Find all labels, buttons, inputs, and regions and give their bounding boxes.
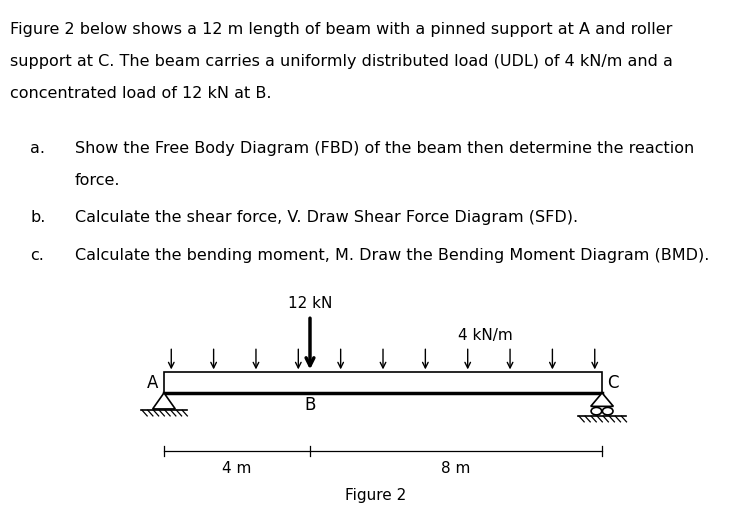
Text: Show the Free Body Diagram (FBD) of the beam then determine the reaction: Show the Free Body Diagram (FBD) of the … bbox=[75, 141, 695, 156]
Polygon shape bbox=[591, 393, 614, 406]
Text: 8 m: 8 m bbox=[442, 461, 471, 476]
Text: a.: a. bbox=[30, 141, 45, 156]
Text: A: A bbox=[147, 374, 158, 391]
Text: 4 kN/m: 4 kN/m bbox=[458, 327, 513, 342]
Text: c.: c. bbox=[30, 248, 44, 263]
Text: B: B bbox=[304, 396, 315, 414]
Text: 12 kN: 12 kN bbox=[288, 296, 332, 311]
Text: force.: force. bbox=[75, 173, 121, 188]
Polygon shape bbox=[164, 372, 602, 393]
Text: support at C. The beam carries a uniformly distributed load (UDL) of 4 kN/m and : support at C. The beam carries a uniform… bbox=[10, 54, 673, 69]
Polygon shape bbox=[152, 393, 175, 409]
Text: Figure 2 below shows a 12 m length of beam with a pinned support at A and roller: Figure 2 below shows a 12 m length of be… bbox=[10, 22, 672, 37]
Text: C: C bbox=[608, 374, 619, 391]
Text: concentrated load of 12 kN at B.: concentrated load of 12 kN at B. bbox=[10, 86, 271, 101]
Text: Calculate the shear force, V. Draw Shear Force Diagram (SFD).: Calculate the shear force, V. Draw Shear… bbox=[75, 210, 578, 225]
Text: Calculate the bending moment, M. Draw the Bending Moment Diagram (BMD).: Calculate the bending moment, M. Draw th… bbox=[75, 248, 710, 263]
Text: b.: b. bbox=[30, 210, 45, 225]
Text: Figure 2: Figure 2 bbox=[345, 488, 406, 503]
Text: 4 m: 4 m bbox=[222, 461, 252, 476]
